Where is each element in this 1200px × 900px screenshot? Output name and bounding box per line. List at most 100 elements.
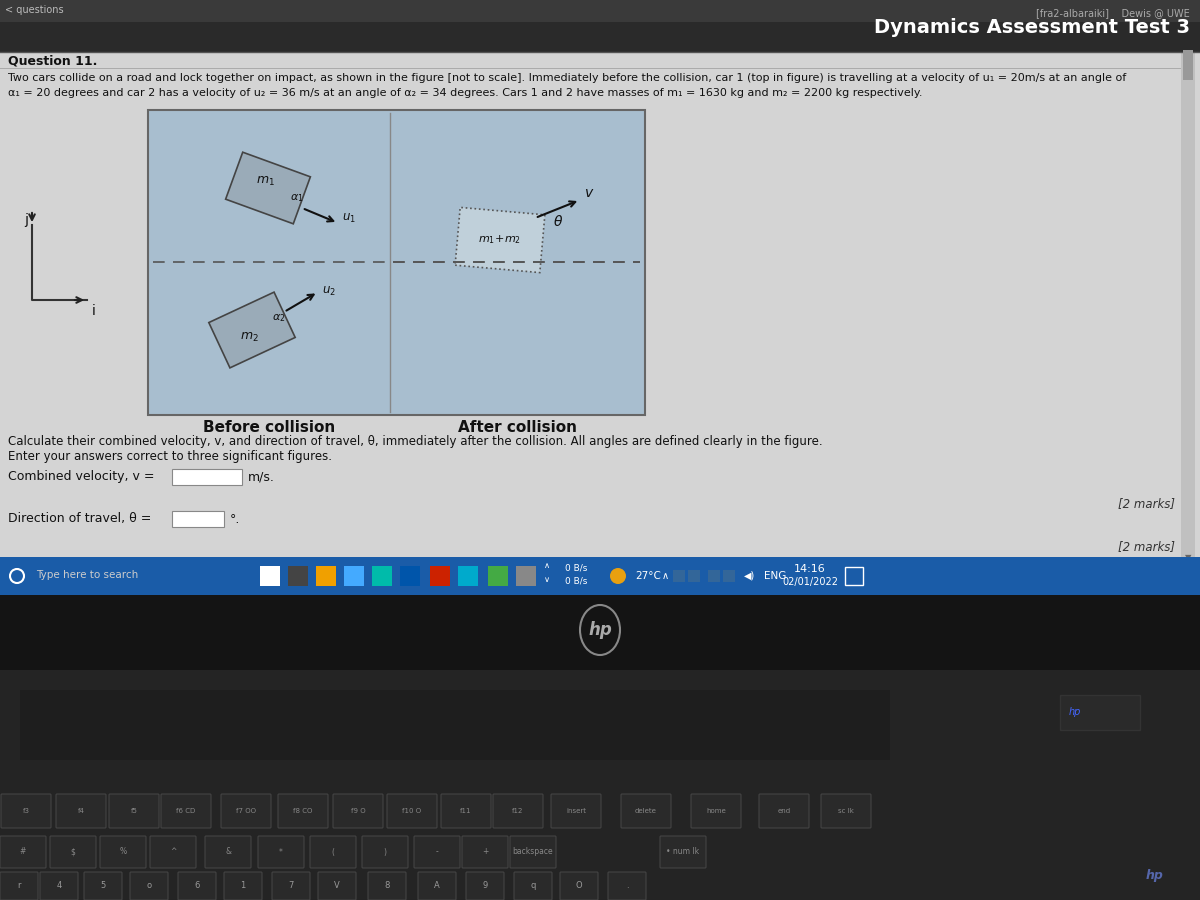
Text: 14:16: 14:16 [794,564,826,574]
Text: f8 CO: f8 CO [293,808,313,814]
Text: hp: hp [1146,868,1164,881]
Text: f10 O: f10 O [402,808,421,814]
Text: 1: 1 [240,881,246,890]
Bar [1060,695,1140,730]
Text: ∧: ∧ [661,571,668,581]
Text: hp: hp [1069,707,1081,717]
Text: r: r [17,881,20,890]
Text: (: ( [331,848,335,857]
Text: m/s.: m/s. [248,471,275,484]
Bar [0,557,1200,595]
FancyBboxPatch shape [0,872,38,900]
Text: 8: 8 [384,881,390,890]
Bar [172,511,224,527]
FancyBboxPatch shape [418,872,456,900]
Text: hp: hp [588,621,612,639]
Bar [0,670,1200,900]
Text: α₁ = 20 degrees and car 2 has a velocity of u₂ = 36 m/s at an angle of α₂ = 34 d: α₁ = 20 degrees and car 2 has a velocity… [8,88,923,98]
Text: A: A [434,881,440,890]
Text: #: # [20,848,26,857]
Text: 0 B/s: 0 B/s [565,577,587,586]
FancyBboxPatch shape [50,836,96,868]
FancyBboxPatch shape [0,836,46,868]
FancyBboxPatch shape [368,872,406,900]
Text: $m_1\!+\!m_2$: $m_1\!+\!m_2$ [479,234,522,247]
FancyBboxPatch shape [386,794,437,828]
Text: f4: f4 [78,808,84,814]
Text: Direction of travel, θ =: Direction of travel, θ = [8,512,151,525]
FancyBboxPatch shape [442,794,491,828]
Text: ∧: ∧ [544,562,550,571]
Text: f12: f12 [512,808,523,814]
Circle shape [610,568,626,584]
Text: °.: °. [230,513,240,526]
Bar [516,566,536,586]
Bar [1181,52,1195,557]
Text: 02/01/2022: 02/01/2022 [782,577,838,587]
Text: insert: insert [566,808,586,814]
Bar [673,570,685,582]
Text: end: end [778,808,791,814]
Text: $u_1$: $u_1$ [342,212,356,225]
Text: i: i [92,304,96,318]
Text: *: * [280,848,283,857]
Bar [0,0,1200,52]
Text: backspace: backspace [512,848,553,857]
FancyBboxPatch shape [660,836,706,868]
Text: f3: f3 [23,808,30,814]
Text: ▼: ▼ [1184,553,1192,562]
Text: $\alpha_1$: $\alpha_1$ [290,192,304,203]
Text: ENG: ENG [764,571,786,581]
Text: • num lk: • num lk [666,848,700,857]
Text: +: + [482,848,488,857]
FancyBboxPatch shape [560,872,598,900]
Text: f5: f5 [131,808,138,814]
FancyBboxPatch shape [278,794,328,828]
FancyBboxPatch shape [130,872,168,900]
Text: -: - [436,848,438,857]
Text: < questions: < questions [5,5,64,15]
Bar [0,0,1200,22]
Text: f9 O: f9 O [350,808,365,814]
FancyBboxPatch shape [760,794,809,828]
FancyBboxPatch shape [691,794,742,828]
FancyBboxPatch shape [466,872,504,900]
Polygon shape [209,292,295,368]
FancyBboxPatch shape [608,872,646,900]
Text: 6: 6 [194,881,199,890]
Text: 27°C: 27°C [635,571,661,581]
Text: 4: 4 [56,881,61,890]
FancyBboxPatch shape [258,836,304,868]
Text: Type here to search: Type here to search [36,570,138,580]
Text: Enter your answers correct to three significant figures.: Enter your answers correct to three sign… [8,450,332,463]
Bar [845,567,863,585]
Text: 0 B/s: 0 B/s [565,563,587,572]
Bar [316,566,336,586]
Bar [20,690,890,760]
FancyBboxPatch shape [510,836,556,868]
Text: O: O [576,881,582,890]
Bar [0,557,258,595]
FancyBboxPatch shape [84,872,122,900]
Bar [0,595,1200,670]
Bar [488,566,508,586]
Text: home: home [706,808,726,814]
Bar [344,566,364,586]
Bar [0,0,1200,595]
Bar [722,570,734,582]
FancyBboxPatch shape [514,872,552,900]
Text: f11: f11 [461,808,472,814]
Bar [0,52,1200,557]
Text: j: j [24,213,28,227]
Text: %: % [120,848,126,857]
Text: 5: 5 [101,881,106,890]
FancyBboxPatch shape [414,836,460,868]
FancyBboxPatch shape [493,794,542,828]
Text: $v$: $v$ [584,186,594,200]
FancyBboxPatch shape [334,794,383,828]
Text: Two cars collide on a road and lock together on impact, as shown in the figure [: Two cars collide on a road and lock toge… [8,73,1127,83]
Text: .: . [625,881,629,890]
FancyBboxPatch shape [150,836,196,868]
FancyBboxPatch shape [310,836,356,868]
Bar [708,570,720,582]
